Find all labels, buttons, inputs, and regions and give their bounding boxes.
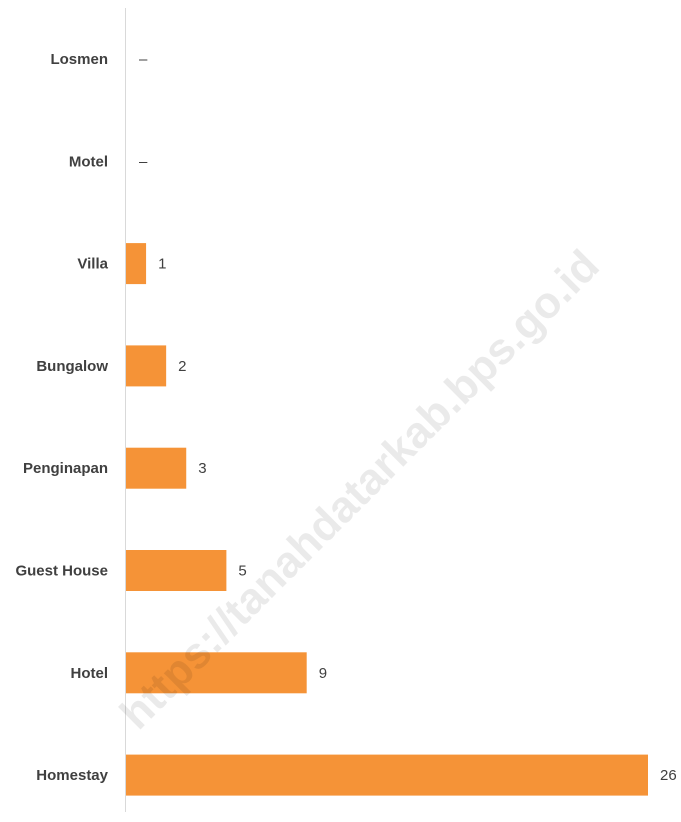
category-label-homestay: Homestay (36, 767, 108, 784)
value-label-villa: 1 (158, 256, 166, 273)
bar-villa (126, 243, 147, 285)
bar-bungalow (126, 345, 167, 387)
value-label-losmen: – (139, 51, 148, 68)
value-label-homestay: 26 (660, 767, 677, 784)
category-label-bungalow: Bungalow (36, 358, 108, 375)
watermark-text: https://tanahdatarkab.bps.go.id (111, 241, 609, 739)
category-label-penginapan: Penginapan (23, 460, 108, 477)
bar-guest-house (126, 550, 227, 591)
category-label-hotel: Hotel (71, 665, 109, 682)
bar-hotel (126, 652, 307, 694)
bar-penginapan (126, 447, 187, 489)
category-label-guest-house: Guest House (15, 563, 108, 580)
value-label-hotel: 9 (319, 665, 327, 682)
bars-layer (126, 243, 648, 796)
labels-layer: Losmen – Motel – Villa 1 Bungalow 2 Penginapan 3 G… (15, 51, 676, 784)
value-label-penginapan: 3 (198, 460, 206, 477)
value-label-bungalow: 2 (178, 358, 186, 375)
value-label-motel: – (139, 153, 148, 170)
category-label-villa: Villa (77, 256, 108, 273)
bar-homestay (126, 754, 648, 796)
value-label-guest-house: 5 (238, 563, 246, 580)
category-label-losmen: Losmen (50, 51, 108, 68)
category-label-motel: Motel (69, 153, 108, 170)
